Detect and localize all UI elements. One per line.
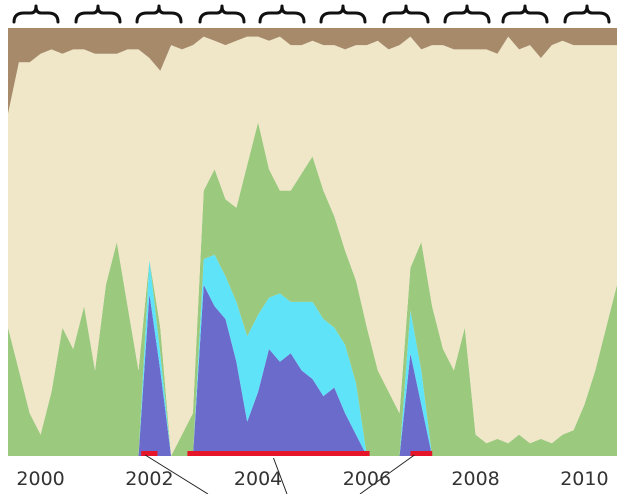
brace-row: [12, 4, 611, 24]
brace-icon: [12, 4, 60, 24]
area-series-5: [8, 28, 617, 114]
callout-lines: [144, 454, 415, 494]
highlight-ranges: [141, 451, 433, 456]
brace-icon: [563, 4, 611, 24]
brace-icon: [135, 4, 183, 24]
x-axis: 2000 2002 2004 2006 2008 2010: [16, 468, 608, 490]
highlight-range: [141, 451, 158, 456]
area-series-1: [8, 284, 617, 456]
brace-icon: [258, 4, 306, 24]
callout-line: [359, 454, 415, 494]
area-series-2: [8, 254, 617, 456]
brace-icon: [443, 4, 491, 24]
callout-line: [273, 457, 288, 494]
x-tick-label: 2008: [451, 468, 499, 490]
callout-line: [144, 454, 209, 494]
highlight-range: [187, 451, 370, 456]
highlight-range: [410, 451, 433, 456]
x-tick-label: 2010: [560, 468, 608, 490]
x-tick-label: 2006: [343, 468, 391, 490]
x-tick-label: 2004: [234, 468, 282, 490]
stacked-area-plot: [8, 28, 617, 456]
area-series-3: [8, 122, 617, 456]
x-tick-label: 2002: [125, 468, 173, 490]
brace-icon: [319, 4, 367, 24]
x-tick-label: 2000: [16, 468, 64, 490]
brace-icon: [382, 4, 430, 24]
brace-icon: [501, 4, 549, 24]
brace-icon: [74, 4, 122, 24]
brace-icon: [198, 4, 246, 24]
area-series-4: [8, 36, 617, 456]
